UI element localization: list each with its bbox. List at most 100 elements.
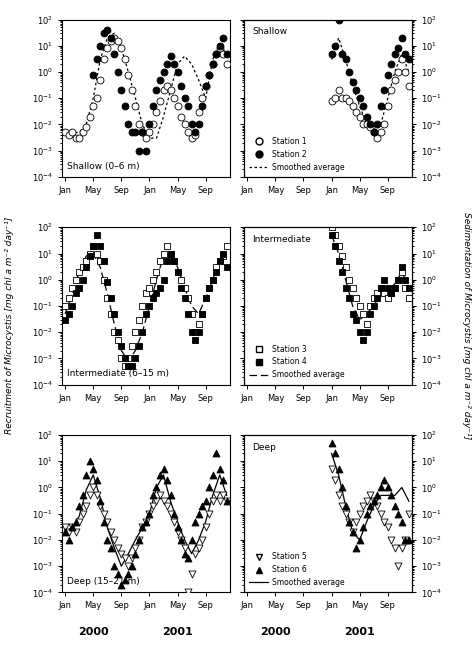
Point: [138, 301, 146, 311]
Point: [146, 508, 153, 519]
Point: [388, 85, 395, 96]
Point: [356, 534, 364, 545]
Point: [342, 93, 349, 104]
Point: [132, 548, 139, 559]
Point: [356, 111, 364, 122]
Point: [349, 283, 356, 293]
Point: [212, 48, 220, 59]
Point: [394, 561, 402, 572]
Point: [160, 496, 167, 506]
Point: [156, 283, 164, 293]
Point: [352, 314, 360, 325]
Point: [181, 548, 188, 559]
Point: [110, 33, 118, 43]
Point: [75, 501, 83, 511]
Point: [68, 522, 76, 533]
Point: [381, 475, 388, 485]
Point: [132, 353, 139, 364]
Point: [61, 522, 69, 533]
Point: [394, 67, 402, 77]
Point: [177, 111, 185, 122]
Point: [97, 40, 104, 51]
Point: [170, 508, 178, 519]
Point: [401, 534, 409, 545]
Point: [149, 490, 157, 501]
Point: [156, 75, 164, 85]
Point: [349, 77, 356, 88]
Point: [394, 43, 402, 53]
Point: [86, 248, 93, 258]
Point: [65, 534, 73, 545]
Point: [391, 75, 399, 85]
Point: [174, 67, 182, 77]
Point: [61, 314, 69, 325]
Point: [202, 522, 210, 533]
Point: [401, 534, 409, 545]
Point: [370, 301, 377, 311]
Point: [202, 293, 210, 303]
Point: [356, 327, 364, 337]
Point: [374, 288, 381, 299]
Point: [128, 361, 136, 372]
Point: [209, 59, 217, 69]
Point: [198, 93, 206, 104]
Point: [174, 522, 182, 533]
Point: [338, 482, 346, 493]
Point: [191, 335, 199, 345]
Point: [388, 490, 395, 501]
Point: [405, 534, 413, 545]
Point: [223, 59, 230, 69]
Point: [160, 67, 167, 77]
Point: [93, 230, 100, 240]
Point: [366, 122, 374, 132]
Point: [384, 69, 392, 79]
Point: [219, 475, 227, 485]
Point: [216, 496, 224, 506]
Point: [142, 145, 150, 156]
Point: [331, 475, 339, 485]
Point: [125, 561, 132, 572]
Point: [97, 75, 104, 85]
Point: [191, 127, 199, 137]
Point: [160, 275, 167, 285]
Point: [223, 496, 230, 506]
Point: [398, 267, 406, 277]
Point: [125, 361, 132, 372]
Point: [184, 309, 192, 319]
Point: [384, 283, 392, 293]
Point: [97, 240, 104, 251]
Point: [335, 85, 342, 96]
Point: [79, 262, 86, 272]
Point: [128, 85, 136, 96]
Point: [114, 569, 122, 579]
Point: [219, 251, 227, 261]
Point: [167, 508, 174, 519]
Point: [153, 482, 160, 493]
Text: Deep: Deep: [252, 443, 276, 452]
Point: [356, 301, 364, 311]
Point: [149, 101, 157, 111]
Point: [110, 309, 118, 319]
Point: [107, 543, 115, 553]
Point: [100, 275, 108, 285]
Point: [205, 508, 213, 519]
Point: [125, 69, 132, 79]
Point: [331, 240, 339, 251]
Point: [352, 107, 360, 117]
Point: [135, 534, 143, 545]
Point: [61, 527, 69, 537]
Point: [374, 293, 381, 303]
Point: [149, 501, 157, 511]
Text: Recruitment of Microcystis [mg chl a m⁻² day⁻¹]: Recruitment of Microcystis [mg chl a m⁻²…: [5, 217, 14, 434]
Point: [342, 501, 349, 511]
Point: [374, 119, 381, 130]
Point: [377, 283, 384, 293]
Point: [114, 327, 122, 337]
Point: [219, 48, 227, 59]
Point: [335, 464, 342, 475]
Point: [384, 482, 392, 493]
Point: [65, 130, 73, 140]
Point: [118, 548, 125, 559]
Point: [359, 522, 367, 533]
Point: [342, 54, 349, 64]
